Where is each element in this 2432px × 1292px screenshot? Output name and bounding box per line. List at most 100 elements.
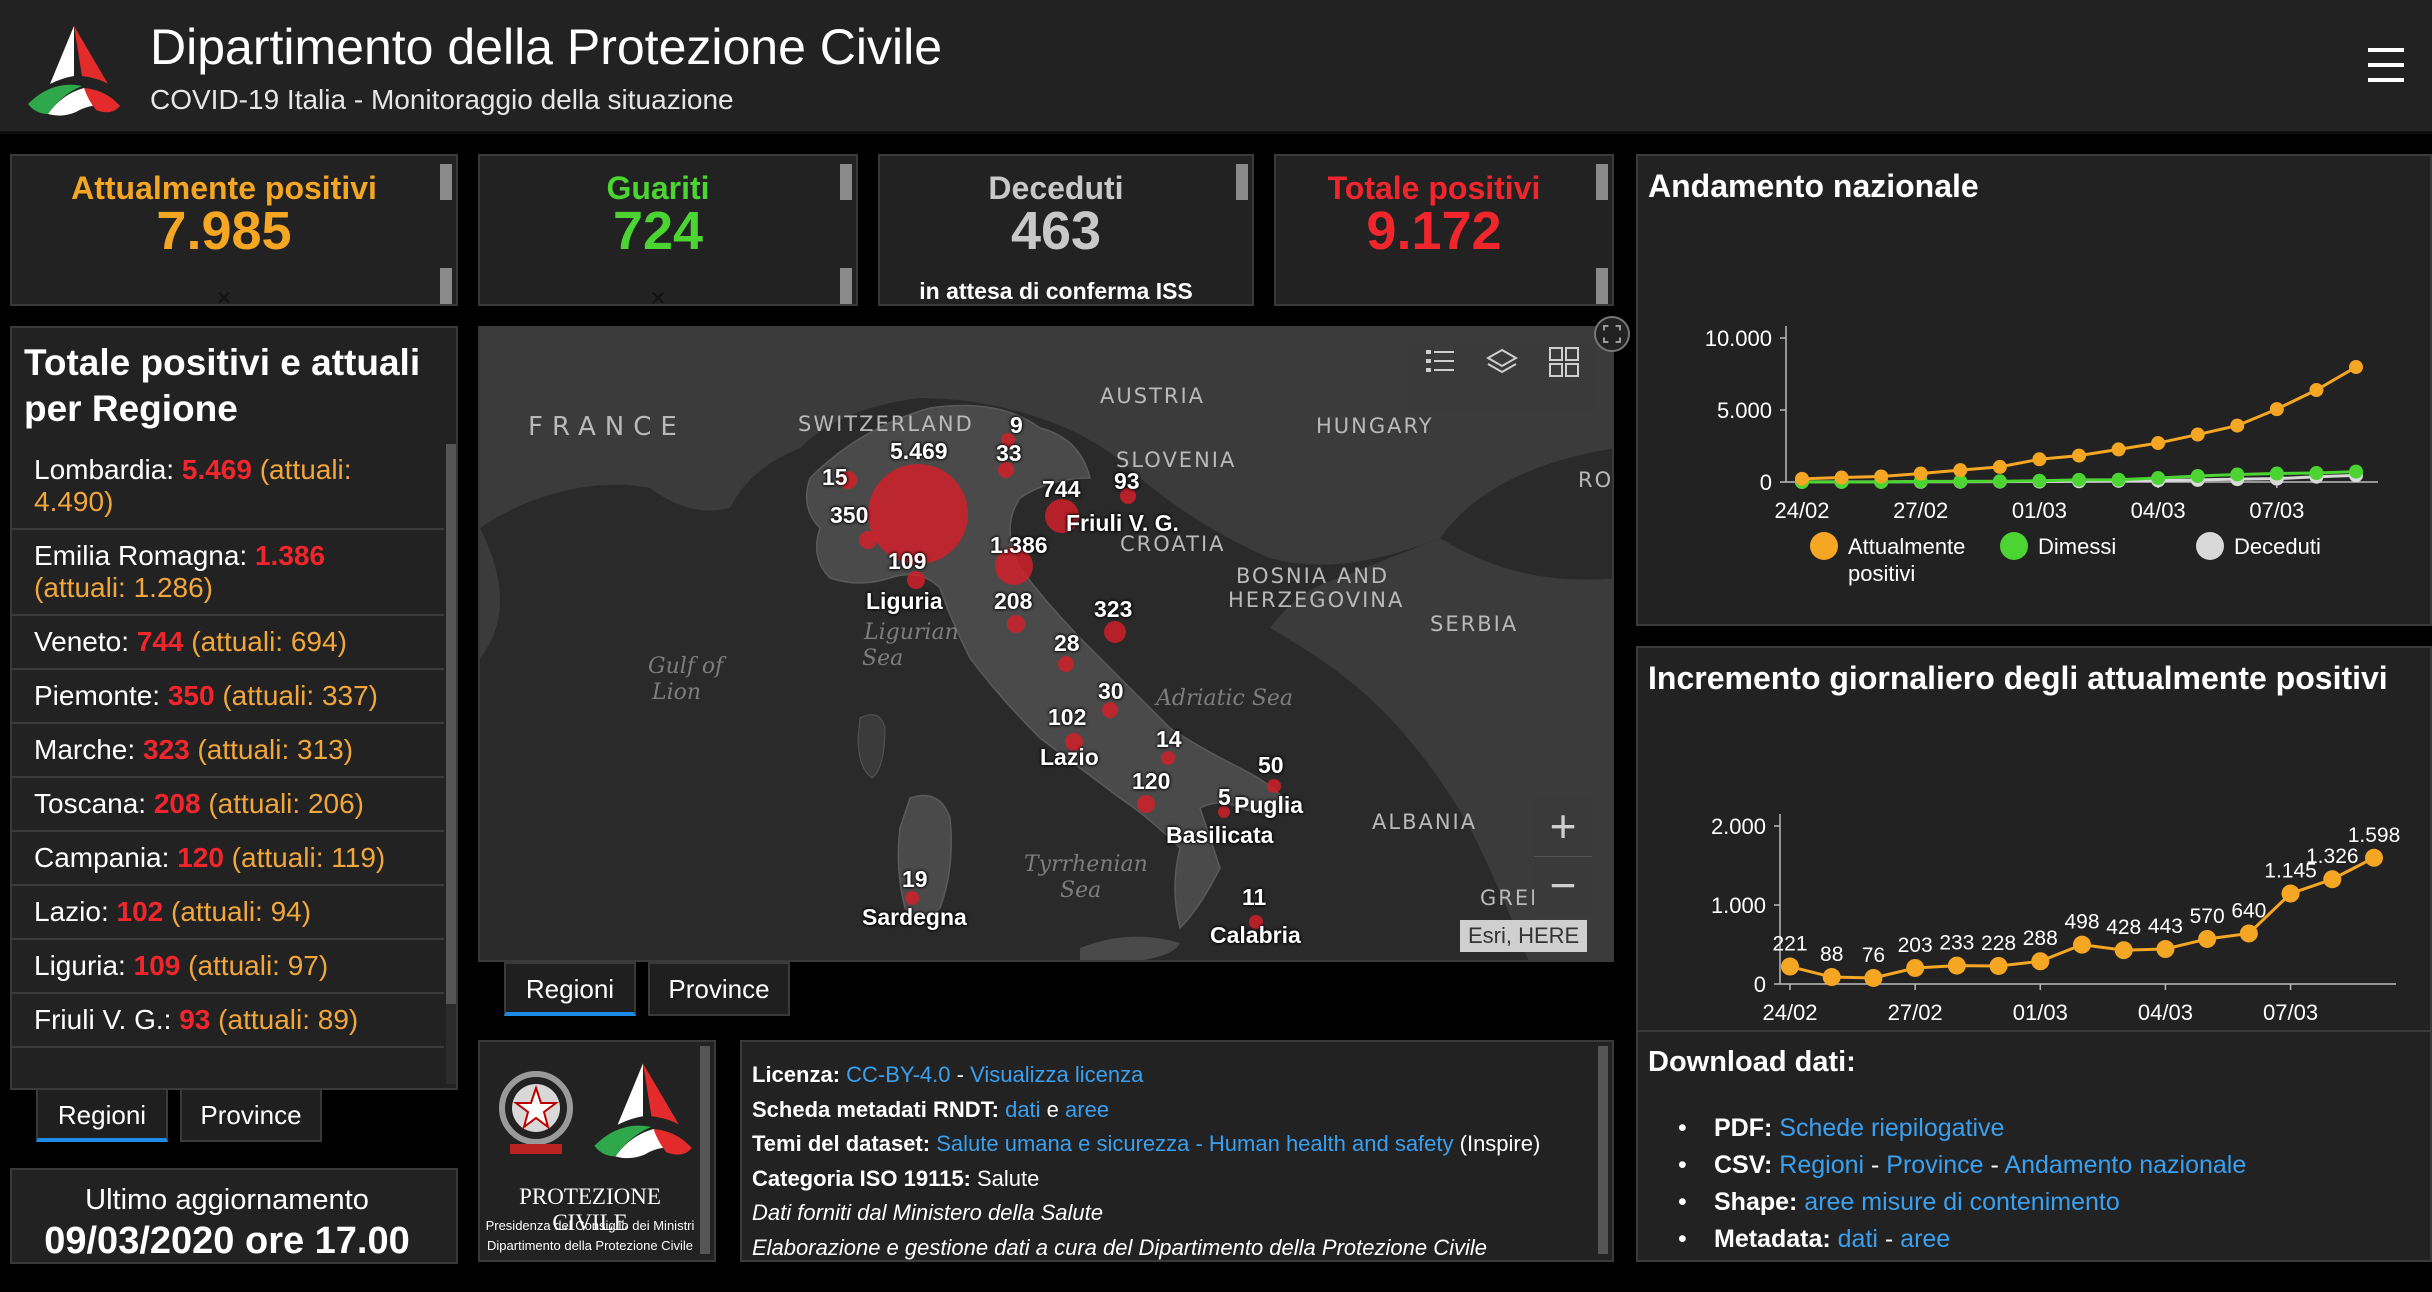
map-bubble[interactable] xyxy=(859,531,877,549)
data-point[interactable] xyxy=(1913,466,1928,481)
scrollbar[interactable] xyxy=(440,268,452,304)
data-point[interactable] xyxy=(2281,884,2300,903)
scrollbar[interactable] xyxy=(440,164,452,200)
legend-label[interactable]: Attualmente xyxy=(1848,534,1965,559)
layers-icon[interactable] xyxy=(1484,344,1520,380)
legend-marker[interactable] xyxy=(2000,532,2028,560)
data-point[interactable] xyxy=(2309,383,2324,398)
data-point[interactable] xyxy=(2230,418,2245,433)
data-point[interactable] xyxy=(2072,472,2086,487)
data-point[interactable] xyxy=(2073,935,2091,954)
download-link[interactable]: Regioni xyxy=(1779,1151,1865,1179)
data-point[interactable] xyxy=(1992,459,2007,474)
data-point[interactable] xyxy=(1834,470,1849,485)
map-bubble[interactable] xyxy=(1161,751,1175,765)
zoom-out-button[interactable]: − xyxy=(1534,856,1592,915)
data-point[interactable] xyxy=(2032,452,2047,467)
region-list-item[interactable]: Piemonte: 350 (attuali: 337) xyxy=(12,670,444,724)
tab-regioni[interactable]: Regioni xyxy=(36,1088,168,1142)
scrollbar[interactable] xyxy=(446,444,456,1084)
legend-label[interactable]: positivi xyxy=(1848,561,1915,586)
data-point[interactable] xyxy=(2349,464,2363,479)
data-point[interactable] xyxy=(2365,848,2383,867)
data-point[interactable] xyxy=(1781,957,1799,976)
map-attribution[interactable]: Esri, HERE xyxy=(1460,920,1588,952)
data-point[interactable] xyxy=(1947,956,1966,975)
region-list-item[interactable]: Lombardia: 5.469 (attuali: 4.490) xyxy=(12,444,444,530)
data-point[interactable] xyxy=(2190,427,2205,442)
data-point[interactable] xyxy=(2151,471,2166,486)
scrollbar[interactable] xyxy=(700,1046,710,1254)
map-bubble[interactable] xyxy=(1249,915,1263,929)
download-link[interactable]: aree misure di contenimento xyxy=(1804,1188,2120,1216)
data-point[interactable] xyxy=(2190,469,2205,484)
data-point[interactable] xyxy=(1992,474,2007,489)
basemap-gallery-icon[interactable] xyxy=(1546,344,1582,380)
region-list-item[interactable]: Emilia Romagna: 1.386 (attuali: 1.286) xyxy=(12,530,444,616)
map-bubble[interactable] xyxy=(998,462,1014,478)
region-list-item[interactable]: Marche: 323 (attuali: 313) xyxy=(12,724,444,778)
download-link[interactable]: dati xyxy=(1837,1225,1878,1253)
legend-label[interactable]: Deceduti xyxy=(2234,534,2321,559)
map-view[interactable]: FRANCE SWITZERLAND AUSTRIA HUNGARY SLOVE… xyxy=(478,326,1614,962)
data-point[interactable] xyxy=(2269,466,2284,481)
map-bubble[interactable] xyxy=(1102,702,1118,718)
legend-marker[interactable] xyxy=(1810,532,1838,560)
map-bubble[interactable] xyxy=(905,891,919,905)
scrollbar[interactable] xyxy=(1596,164,1608,200)
scrollbar[interactable] xyxy=(840,164,852,200)
region-list-item[interactable]: Liguria: 109 (attuali: 97) xyxy=(12,940,444,994)
data-point[interactable] xyxy=(2111,472,2126,487)
license-link[interactable]: CC-BY-4.0 xyxy=(846,1062,951,1087)
data-point[interactable] xyxy=(2323,870,2342,889)
data-point[interactable] xyxy=(1795,471,1809,486)
map-bubble[interactable] xyxy=(1267,779,1281,793)
map-bubble[interactable] xyxy=(1120,488,1136,504)
map-bubble[interactable] xyxy=(1001,433,1015,447)
scrollbar[interactable] xyxy=(1596,268,1608,304)
download-link[interactable]: Province xyxy=(1886,1151,1984,1179)
legend-list-icon[interactable] xyxy=(1422,344,1458,380)
map-tab-province[interactable]: Province xyxy=(648,962,790,1016)
themes-link[interactable]: Salute umana e sicurezza - Human health … xyxy=(936,1131,1454,1156)
region-list-item[interactable]: Veneto: 744 (attuali: 694) xyxy=(12,616,444,670)
data-point[interactable] xyxy=(2230,467,2245,482)
data-point[interactable] xyxy=(2031,952,2050,971)
legend-label[interactable]: Dimessi xyxy=(2038,534,2116,559)
view-license-link[interactable]: Visualizza licenza xyxy=(970,1062,1144,1087)
fullscreen-icon[interactable] xyxy=(1594,316,1630,352)
map-bubble[interactable] xyxy=(1058,656,1074,672)
map-bubble[interactable] xyxy=(1065,733,1083,751)
data-point[interactable] xyxy=(1874,469,1889,484)
map-tab-regioni[interactable]: Regioni xyxy=(504,962,636,1016)
zoom-in-button[interactable]: + xyxy=(1549,800,1577,852)
scrollbar[interactable] xyxy=(840,268,852,304)
data-point[interactable] xyxy=(2072,448,2086,463)
menu-icon[interactable] xyxy=(2368,48,2404,82)
map-bubble[interactable] xyxy=(1137,795,1155,813)
map-bubble[interactable] xyxy=(1007,615,1025,633)
data-point[interactable] xyxy=(2111,442,2126,457)
region-list-item[interactable]: Friuli V. G.: 93 (attuali: 89) xyxy=(12,994,444,1048)
data-point[interactable] xyxy=(2349,360,2363,375)
map-bubble[interactable] xyxy=(995,547,1033,585)
data-point[interactable] xyxy=(2239,924,2258,943)
data-point[interactable] xyxy=(2198,929,2217,948)
data-point[interactable] xyxy=(2269,402,2284,417)
data-point[interactable] xyxy=(1953,463,1968,478)
map-bubble[interactable] xyxy=(1218,806,1230,818)
data-point[interactable] xyxy=(1989,956,2008,975)
data-point[interactable] xyxy=(2151,436,2166,451)
data-point[interactable] xyxy=(1822,968,1841,987)
download-link[interactable]: aree xyxy=(1900,1225,1951,1253)
region-list-item[interactable]: Lazio: 102 (attuali: 94) xyxy=(12,886,444,940)
data-point[interactable] xyxy=(2156,940,2175,959)
map-bubble[interactable] xyxy=(907,571,925,589)
map-bubble[interactable] xyxy=(1104,621,1126,643)
data-point[interactable] xyxy=(1953,474,1968,489)
download-link[interactable]: Schede riepilogative xyxy=(1779,1114,2005,1142)
legend-marker[interactable] xyxy=(2196,532,2224,560)
data-point[interactable] xyxy=(1906,958,1925,977)
metadata-aree-link[interactable]: aree xyxy=(1065,1096,1110,1122)
scrollbar[interactable] xyxy=(1598,1046,1608,1254)
